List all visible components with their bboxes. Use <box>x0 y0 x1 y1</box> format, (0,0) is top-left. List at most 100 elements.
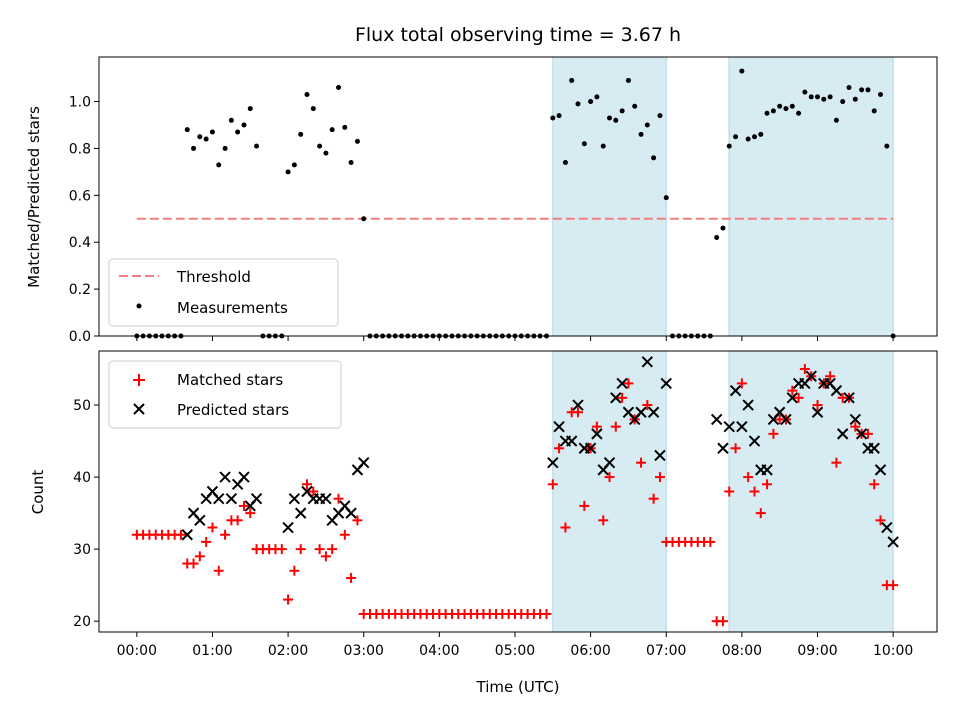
measurement-point <box>815 94 821 100</box>
predicted-point <box>874 464 887 476</box>
top-x-ticks <box>136 336 894 341</box>
measurement-point <box>796 110 802 116</box>
matched-point <box>339 529 350 540</box>
matched-point <box>875 515 886 526</box>
measurement-point <box>600 143 606 149</box>
matched-point <box>869 479 880 490</box>
matched-point <box>301 479 312 490</box>
measurement-point <box>827 94 833 100</box>
matched-point <box>245 508 256 519</box>
predicted-point <box>830 384 843 397</box>
matched-point <box>283 594 294 605</box>
predicted-point <box>181 529 193 541</box>
predicted-point <box>717 442 729 454</box>
predicted-point <box>345 507 357 519</box>
top-y-tick-label: 0.4 <box>69 235 91 251</box>
bottom-x-tick-label: 04:00 <box>419 643 459 659</box>
matched-point <box>762 479 773 490</box>
predicted-point <box>780 413 792 426</box>
predicted-point <box>572 399 584 411</box>
measurement-point <box>354 138 360 144</box>
predicted-point <box>654 449 666 462</box>
top-y-axis-label: Matched/Predicted stars <box>25 106 43 288</box>
top-shaded-regions <box>552 56 894 337</box>
matched-point <box>604 472 615 483</box>
top-panel: 0.0 0.2 0.4 0.6 0.8 1.0 Matched/Predicted sta… <box>25 56 938 345</box>
measurement-point <box>764 110 770 116</box>
matched-point <box>850 421 861 432</box>
legend-threshold-label: Threshold <box>176 268 251 286</box>
predicted-point <box>748 435 761 447</box>
matched-point <box>642 400 653 411</box>
measurement-point <box>871 108 877 114</box>
matched-point <box>201 536 212 547</box>
matched-point <box>768 428 779 439</box>
matched-point <box>598 515 609 526</box>
measurement-point <box>581 141 587 147</box>
measurement-point <box>625 77 631 83</box>
matched-point <box>207 522 218 533</box>
measurement-point <box>651 155 657 161</box>
measurement-point <box>569 77 575 83</box>
bottom-x-tick-label: 06:00 <box>570 643 610 659</box>
matched-point <box>346 572 357 583</box>
predicted-point <box>358 456 370 469</box>
measurement-point <box>228 117 234 123</box>
measurement-point <box>361 216 367 222</box>
matched-point <box>314 544 325 555</box>
measurement-point <box>550 115 556 121</box>
measurement-point <box>323 150 329 156</box>
predicted-point <box>660 377 672 390</box>
matched-point <box>560 522 571 533</box>
matched-point <box>799 364 810 375</box>
predicted-point <box>610 392 622 404</box>
legend-measurements-label: Measurements <box>177 299 288 317</box>
measurement-point <box>203 136 209 142</box>
predicted-point <box>641 356 654 368</box>
predicted-point <box>250 492 263 505</box>
matched-point <box>730 443 741 454</box>
matched-point <box>724 486 735 497</box>
bottom-y-axis: 20 30 40 50 <box>73 398 99 630</box>
measurement-point <box>733 134 739 140</box>
predicted-point <box>723 420 735 433</box>
matched-point <box>333 493 344 504</box>
bottom-y-tick-label: 50 <box>73 398 91 414</box>
predicted-point <box>868 442 880 454</box>
matched-point <box>705 536 716 547</box>
matched-point <box>554 443 565 454</box>
predicted-point <box>742 399 754 411</box>
measurement-point <box>632 103 638 109</box>
matched-point <box>220 529 231 540</box>
bottom-predicted-points <box>181 356 899 548</box>
predicted-point <box>194 514 206 527</box>
top-y-tick-label: 0.8 <box>69 141 91 157</box>
measurement-point <box>241 122 247 128</box>
matched-point <box>831 457 842 468</box>
measurement-point <box>209 129 215 135</box>
measurement-point <box>222 145 228 151</box>
bottom-y-tick-label: 30 <box>73 542 91 558</box>
matched-point <box>888 580 899 591</box>
predicted-point <box>849 413 862 426</box>
matched-point <box>825 371 836 382</box>
predicted-point <box>647 406 660 418</box>
measurement-point <box>216 162 222 168</box>
predicted-point <box>761 464 773 476</box>
legend-predicted-swatch <box>133 403 145 415</box>
matched-point <box>289 565 300 576</box>
predicted-point <box>282 521 294 534</box>
measurement-point <box>619 108 625 114</box>
measurement-point <box>638 131 644 137</box>
measurement-point <box>833 117 839 123</box>
matched-point <box>541 608 552 619</box>
matched-point <box>636 457 647 468</box>
measurement-point <box>840 99 846 105</box>
matched-point <box>617 392 628 403</box>
predicted-point <box>591 428 603 440</box>
predicted-point <box>225 492 238 505</box>
predicted-point <box>213 492 225 505</box>
bottom-x-tick-label: 08:00 <box>722 643 762 659</box>
predicted-point <box>811 406 824 418</box>
